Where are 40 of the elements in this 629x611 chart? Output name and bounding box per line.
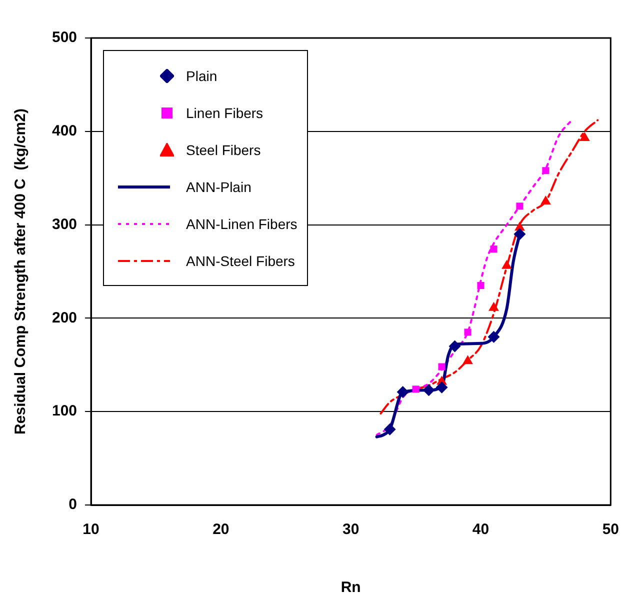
legend-label: ANN-Steel Fibers: [186, 252, 295, 268]
x-tick-label: 30: [342, 521, 360, 538]
point: [462, 355, 473, 364]
point: [448, 340, 461, 352]
y-tick-label: 100: [52, 402, 78, 420]
y-tick-label: 200: [52, 309, 78, 326]
point: [542, 167, 550, 174]
x-tick-label: 20: [212, 521, 230, 538]
x-tick-label: 10: [82, 521, 100, 538]
line-series: [376, 119, 573, 436]
legend-label: Plain: [186, 68, 218, 84]
point: [579, 132, 590, 141]
x-tick-label: 50: [602, 521, 619, 538]
point: [488, 330, 500, 343]
point: [396, 386, 409, 398]
x-tick-label: 40: [472, 521, 490, 538]
point: [490, 246, 498, 253]
point: [540, 195, 551, 204]
point: [464, 328, 472, 336]
y-tick-label: 0: [68, 496, 78, 514]
x-axis-title: Rn: [340, 579, 361, 596]
y-axis-title: Residual Comp Strength after 400 C (kg/cm2): [12, 108, 30, 434]
point: [477, 282, 484, 290]
point: [384, 423, 396, 436]
legend-label: Linen Fibers: [186, 104, 264, 120]
legend-label: ANN-Linen Fibers: [186, 216, 298, 232]
y-tick-label: 500: [52, 29, 78, 46]
point: [412, 386, 420, 393]
legend-label: Steel Fibers: [186, 142, 261, 158]
y-tick-label: 300: [52, 216, 78, 233]
point: [422, 384, 435, 396]
legend-label: ANN-Plain: [186, 178, 252, 194]
line-series: [380, 119, 599, 414]
y-tick-label: 400: [52, 122, 78, 140]
point: [502, 260, 512, 269]
point: [438, 363, 446, 370]
point: [436, 381, 448, 394]
point: [488, 302, 499, 311]
point: [516, 202, 524, 210]
point: [514, 228, 526, 240]
